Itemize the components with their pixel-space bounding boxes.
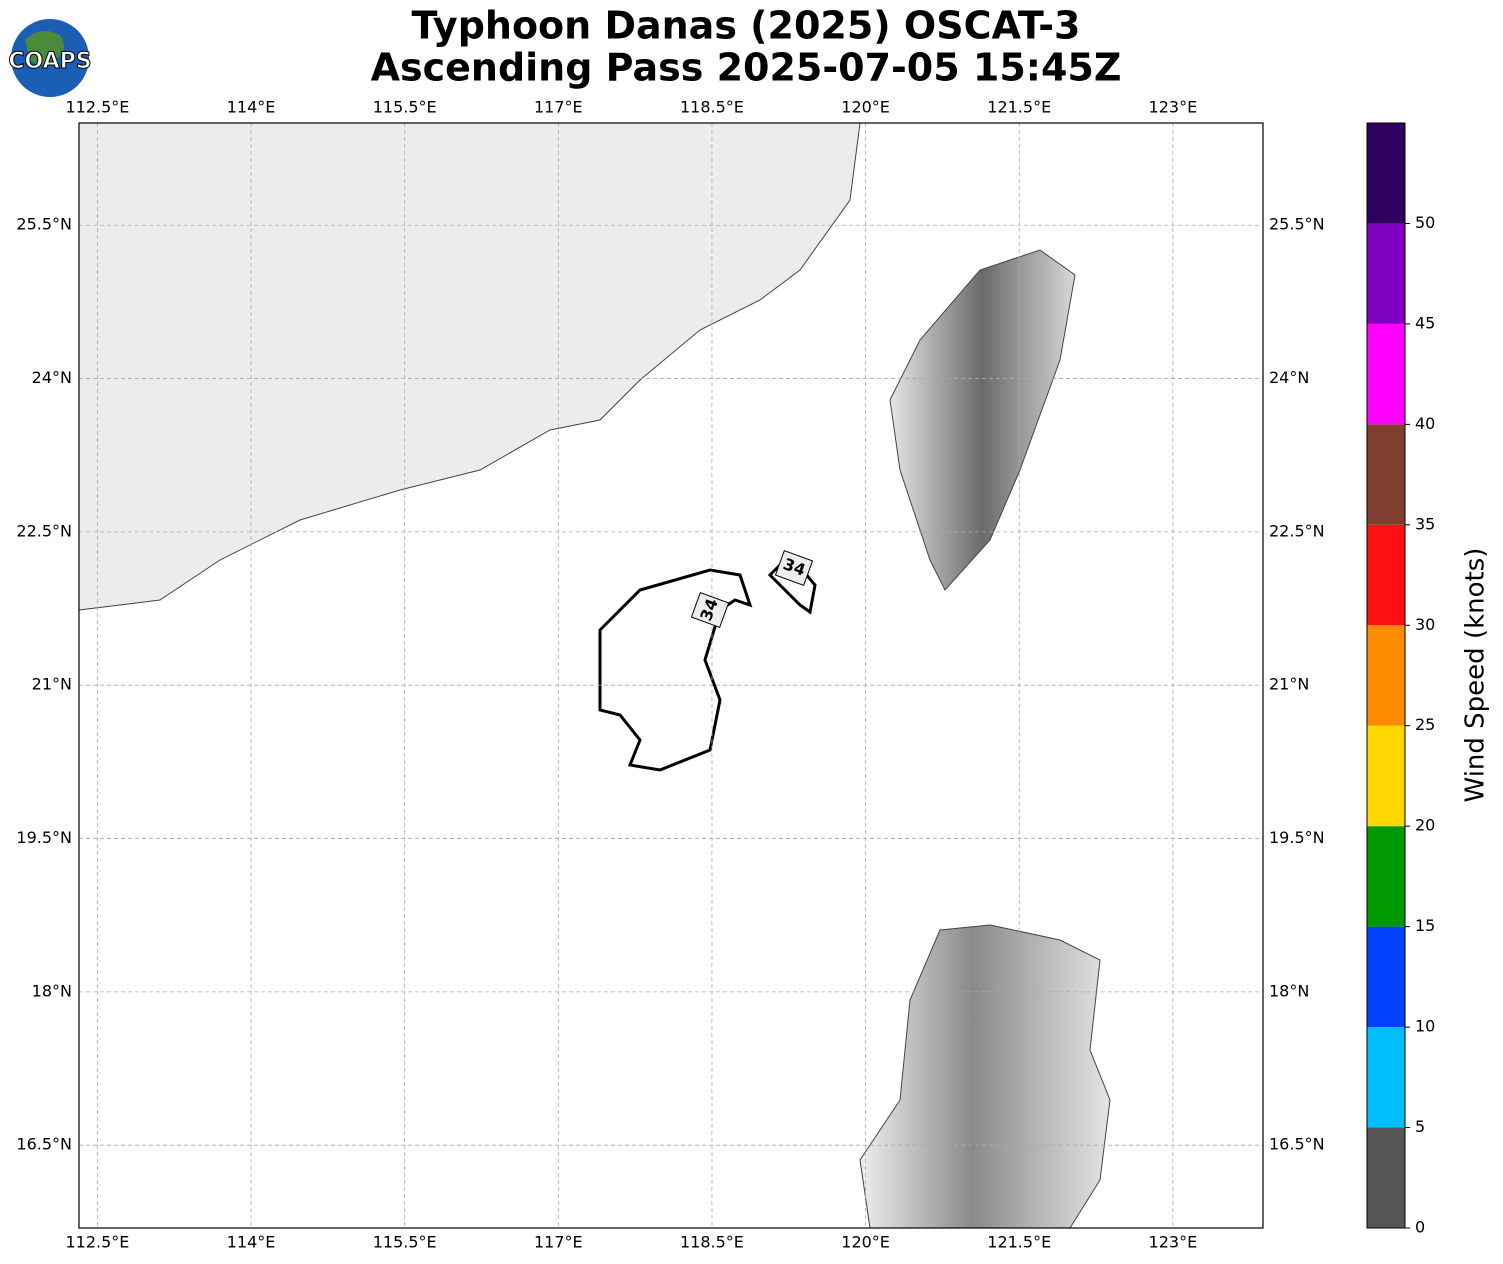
title: Typhoon Danas (2025) OSCAT-3 (412, 4, 1081, 48)
colorbar-tick-label: 15 (1415, 916, 1435, 935)
colorbar-bin (1367, 223, 1405, 324)
y-tick-label: 24°N (32, 368, 72, 387)
x-tick-label: 123°E (1149, 98, 1198, 117)
y-tick-label: 22.5°N (1269, 521, 1325, 540)
mainland-china (78, 122, 861, 611)
colorbar-tick-label: 45 (1415, 313, 1435, 332)
colorbar-bin (1367, 926, 1405, 1028)
colorbar-tick-label: 5 (1415, 1117, 1425, 1136)
x-tick-label: 112.5°E (65, 1233, 129, 1252)
x-tick-label: 114°E (227, 1233, 276, 1252)
logo-text: COAPS (8, 49, 91, 74)
colorbar-bin (1367, 323, 1405, 425)
x-tick-label: 115.5°E (373, 1233, 437, 1252)
colorbar-bin (1367, 1027, 1405, 1128)
x-tick-label: 118.5°E (680, 98, 744, 117)
colorbar-tick-label: 0 (1415, 1218, 1425, 1237)
colorbar-bin (1367, 1127, 1405, 1228)
y-tick-label: 16.5°N (1269, 1135, 1325, 1154)
colorbar-bin (1367, 524, 1405, 626)
colorbar-tick-label: 30 (1415, 615, 1435, 634)
34kt-contour (598, 568, 753, 772)
colorbar-label: Wind Speed (knots) (1461, 548, 1491, 803)
x-tick-label: 112.5°E (65, 98, 129, 117)
y-tick-label: 22.5°N (16, 521, 72, 540)
y-tick-label: 19.5°N (1269, 828, 1325, 847)
x-tick-label: 120°E (841, 1233, 890, 1252)
colorbar-bin (1367, 123, 1405, 224)
x-tick-label: 120°E (841, 98, 890, 117)
contour-label-box (690, 592, 730, 628)
y-tick-label: 24°N (1269, 368, 1309, 387)
colorbar-tick-label: 35 (1415, 514, 1435, 533)
colorbar-tick-label: 40 (1415, 414, 1435, 433)
y-tick-label: 21°N (32, 675, 72, 694)
colorbar-bin (1367, 826, 1405, 927)
colorbar-bin (1367, 424, 1405, 525)
y-tick-label: 16.5°N (16, 1135, 72, 1154)
luzon (859, 924, 1111, 1229)
x-tick-label: 115.5°E (373, 98, 437, 117)
y-tick-label: 19.5°N (16, 828, 72, 847)
y-tick-label: 21°N (1269, 675, 1309, 694)
colorbar-tick-label: 25 (1415, 715, 1435, 734)
contour-label-box (774, 550, 814, 586)
y-tick-label: 25.5°N (1269, 215, 1325, 234)
colorbar-tick-label: 10 (1415, 1017, 1435, 1036)
x-tick-label: 117°E (534, 98, 583, 117)
x-tick-label: 118.5°E (680, 1233, 744, 1252)
taiwan (889, 249, 1076, 591)
y-tick-label: 25.5°N (16, 215, 72, 234)
subtitle: Ascending Pass 2025-07-05 15:45Z (371, 46, 1122, 90)
x-tick-label: 114°E (227, 98, 276, 117)
x-tick-label: 121.5°E (987, 98, 1051, 117)
grid (79, 123, 1263, 1228)
colorbar: 0 5 10 15 20 25 30 35 40 45 50 (1366, 122, 1435, 1237)
x-tick-label: 121.5°E (987, 1233, 1051, 1252)
map-area: 34 34 (78, 122, 1264, 1229)
colorbar-tick-label: 50 (1415, 213, 1435, 232)
colorbar-bin (1367, 725, 1405, 827)
x-tick-label: 117°E (534, 1233, 583, 1252)
map-frame (78, 122, 1264, 1229)
colorbar-bin (1367, 625, 1405, 726)
logo: COAPS (8, 19, 92, 97)
logo-land (25, 31, 64, 65)
colorbar-frame (1366, 122, 1406, 1229)
x-tick-label: 123°E (1149, 1233, 1198, 1252)
y-tick-label: 18°N (1269, 981, 1309, 1000)
colorbar-tick-label: 20 (1415, 816, 1435, 835)
y-tick-label: 18°N (32, 981, 72, 1000)
